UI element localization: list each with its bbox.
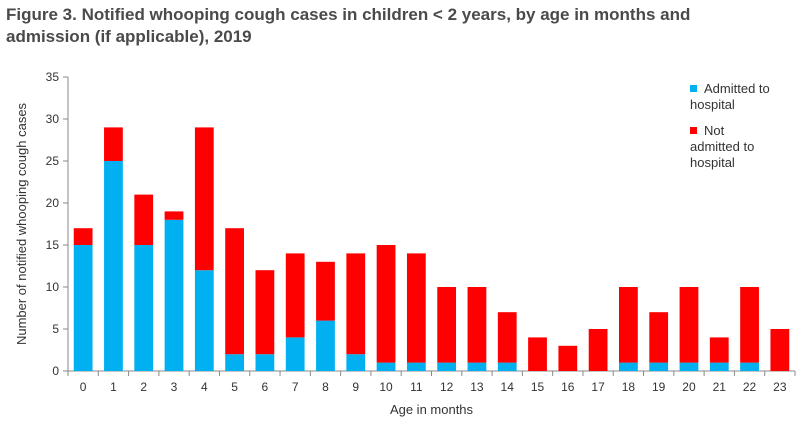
x-tick-label: 20 — [682, 380, 696, 394]
x-tick-label: 16 — [561, 380, 575, 394]
x-tick-label: 17 — [591, 380, 605, 394]
bar-not-admitted — [104, 127, 123, 161]
x-tick-label: 14 — [501, 380, 515, 394]
bar-not-admitted — [649, 312, 669, 363]
x-tick-label: 23 — [773, 380, 787, 394]
y-tick-label: 5 — [52, 322, 59, 336]
bar-not-admitted — [558, 345, 578, 371]
bar-not-admitted — [164, 211, 184, 220]
bar-not-admitted — [740, 287, 759, 363]
chart-title-line-1: Figure 3. Notified whooping cough cases … — [6, 5, 691, 24]
bar-not-admitted — [437, 287, 457, 363]
bar-admitted — [467, 362, 487, 371]
bar-admitted — [406, 362, 426, 371]
bar-not-admitted — [406, 253, 426, 363]
bar-not-admitted — [376, 245, 396, 363]
x-axis-label: Age in months — [390, 402, 474, 417]
bar-not-admitted — [225, 228, 244, 355]
legend-label: Admitted to — [704, 81, 770, 96]
bar-not-admitted — [285, 253, 305, 338]
x-tick-label: 8 — [322, 380, 329, 394]
bar-admitted — [194, 270, 214, 371]
x-tick-label: 15 — [531, 380, 545, 394]
bar-admitted — [437, 362, 457, 371]
bar-not-admitted — [467, 287, 487, 363]
bar-not-admitted — [588, 329, 608, 371]
legend-label: hospital — [690, 97, 735, 112]
x-tick-label: 7 — [292, 380, 299, 394]
x-tick-label: 5 — [231, 380, 238, 394]
bar-not-admitted — [73, 228, 93, 245]
bar-not-admitted — [255, 270, 275, 355]
bars — [73, 127, 790, 371]
y-axis-label: Number of notified whooping cough cases — [14, 102, 29, 345]
bar-not-admitted — [679, 287, 699, 363]
bar-admitted — [164, 219, 184, 371]
x-tick-label: 13 — [470, 380, 484, 394]
y-tick-label: 30 — [46, 112, 60, 126]
bar-admitted — [740, 362, 759, 371]
bar-not-admitted — [528, 337, 547, 371]
x-tick-label: 6 — [262, 380, 269, 394]
bar-admitted — [255, 354, 275, 371]
x-tick-label: 21 — [713, 380, 727, 394]
x-tick-label: 18 — [622, 380, 636, 394]
bar-admitted — [225, 354, 244, 371]
legend-label: Not — [704, 123, 725, 138]
x-tick-label: 22 — [743, 380, 757, 394]
bar-admitted — [346, 354, 366, 371]
x-tick-label: 2 — [140, 380, 147, 394]
legend-swatch — [690, 127, 697, 134]
bar-not-admitted — [619, 287, 638, 363]
bar-not-admitted — [346, 253, 366, 355]
bar-admitted — [73, 245, 93, 371]
x-tick-label: 19 — [652, 380, 666, 394]
bar-admitted — [679, 362, 699, 371]
bar-not-admitted — [194, 127, 214, 271]
bar-admitted — [649, 362, 669, 371]
y-tick-label: 35 — [46, 70, 60, 84]
bar-not-admitted — [316, 261, 335, 321]
bar-admitted — [285, 337, 305, 371]
bar-not-admitted — [134, 194, 154, 245]
y-axis: 0 5 10 15 20 25 30 35 — [46, 70, 69, 378]
chart-title: Figure 3. Notified whooping cough cases … — [6, 4, 786, 48]
legend-label: hospital — [690, 155, 735, 170]
bar-not-admitted — [770, 329, 790, 371]
bar-not-admitted — [497, 312, 517, 363]
x-tick-label: 3 — [171, 380, 178, 394]
y-tick-label: 20 — [46, 196, 60, 210]
y-tick-label: 15 — [46, 238, 60, 252]
x-tick-label: 4 — [201, 380, 208, 394]
x-tick-label: 0 — [80, 380, 87, 394]
bar-admitted — [619, 362, 638, 371]
bar-admitted — [709, 362, 729, 371]
y-tick-label: 0 — [52, 364, 59, 378]
bar-not-admitted — [709, 337, 729, 363]
x-axis: 0 1 2 3 4 5 6 7 8 9 10 11 12 13 14 15 16 17 18 19 20 21 22 23 — [67, 370, 796, 394]
bar-admitted — [104, 161, 123, 371]
legend-label: admitted to — [690, 139, 754, 154]
chart-title-line-2: admission (if applicable), 2019 — [6, 27, 252, 46]
y-tick-label: 10 — [46, 280, 60, 294]
bar-admitted — [376, 362, 396, 371]
x-tick-label: 12 — [440, 380, 454, 394]
bar-admitted — [497, 362, 517, 371]
x-tick-label: 9 — [352, 380, 359, 394]
x-tick-label: 10 — [379, 380, 393, 394]
legend-swatch — [690, 85, 697, 92]
bar-admitted — [134, 245, 154, 371]
x-tick-label: 1 — [110, 380, 117, 394]
y-tick-label: 25 — [46, 154, 60, 168]
bar-admitted — [316, 320, 335, 371]
x-tick-label: 11 — [410, 380, 423, 394]
